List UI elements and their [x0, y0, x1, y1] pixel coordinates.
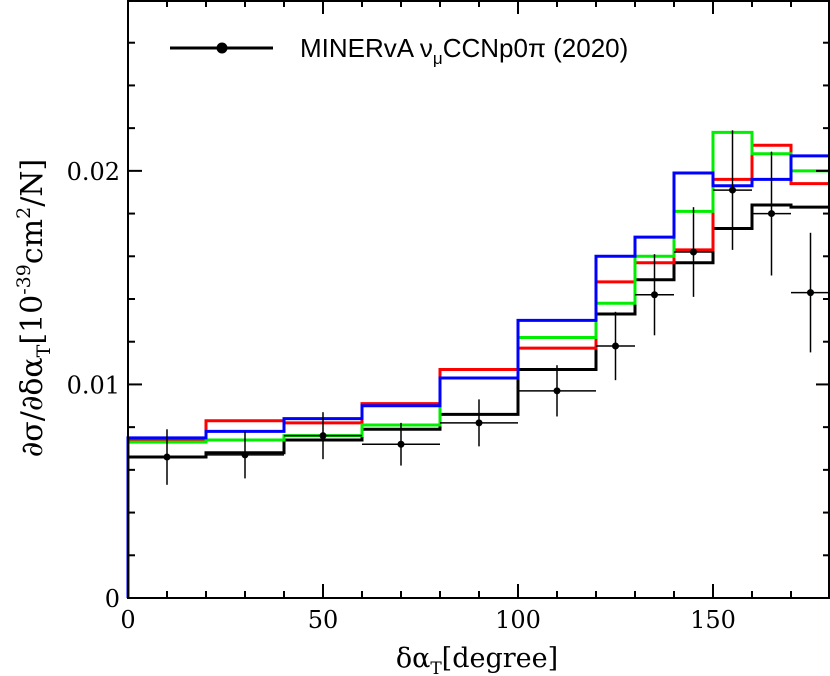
x-tick-label: 100: [495, 606, 541, 634]
data-point: [596, 311, 635, 381]
histogram-blue-line: [126, 154, 830, 598]
x-tick-label: 50: [308, 606, 339, 634]
plot-frame: [127, 0, 830, 599]
data-point-marker: [612, 342, 619, 350]
legend-label: MINERvA νμCCNp0π (2020): [300, 33, 628, 68]
y-tick-label: 0: [105, 585, 120, 613]
x-tick-label: 150: [690, 606, 736, 634]
y-tick-label: 0.01: [67, 371, 120, 399]
data-point-marker: [690, 248, 697, 256]
data-point: [791, 232, 830, 353]
data-point: [206, 431, 284, 479]
histogram-red-line: [126, 143, 830, 598]
legend-point-marker: [216, 42, 228, 54]
data-point-marker: [241, 451, 249, 459]
data-point: [284, 412, 362, 460]
data-point: [362, 422, 440, 466]
data-point: [713, 130, 752, 250]
data-point-marker: [768, 210, 775, 218]
data-point-marker: [553, 387, 561, 395]
series-layer: [126, 130, 830, 598]
data-point-marker: [397, 440, 405, 448]
y-tick-label: 0.02: [67, 158, 120, 186]
data-point: [440, 399, 518, 447]
x-axis-title: δαT[degree]: [396, 643, 558, 676]
histogram-black-line: [126, 203, 830, 598]
data-point: [674, 207, 713, 297]
data-point-marker: [729, 186, 736, 194]
axis-layer: 0 50 100 150 0 0.01 0.02: [67, 0, 830, 634]
x-tick-label: 0: [120, 606, 135, 634]
histogram-green-line: [126, 130, 830, 598]
data-point-marker: [807, 289, 814, 297]
data-point-marker: [319, 432, 327, 440]
data-point: [752, 151, 791, 276]
data-point: [128, 429, 206, 485]
legend: MINERvA νμCCNp0π (2020): [170, 33, 628, 68]
data-point: [518, 365, 596, 417]
data-point-marker: [651, 291, 658, 299]
data-point: [635, 254, 674, 336]
data-point-marker: [163, 453, 171, 461]
y-axis-title: ∂σ/∂δαT[10-39cm2/N]: [13, 159, 55, 458]
data-point-marker: [475, 419, 483, 427]
